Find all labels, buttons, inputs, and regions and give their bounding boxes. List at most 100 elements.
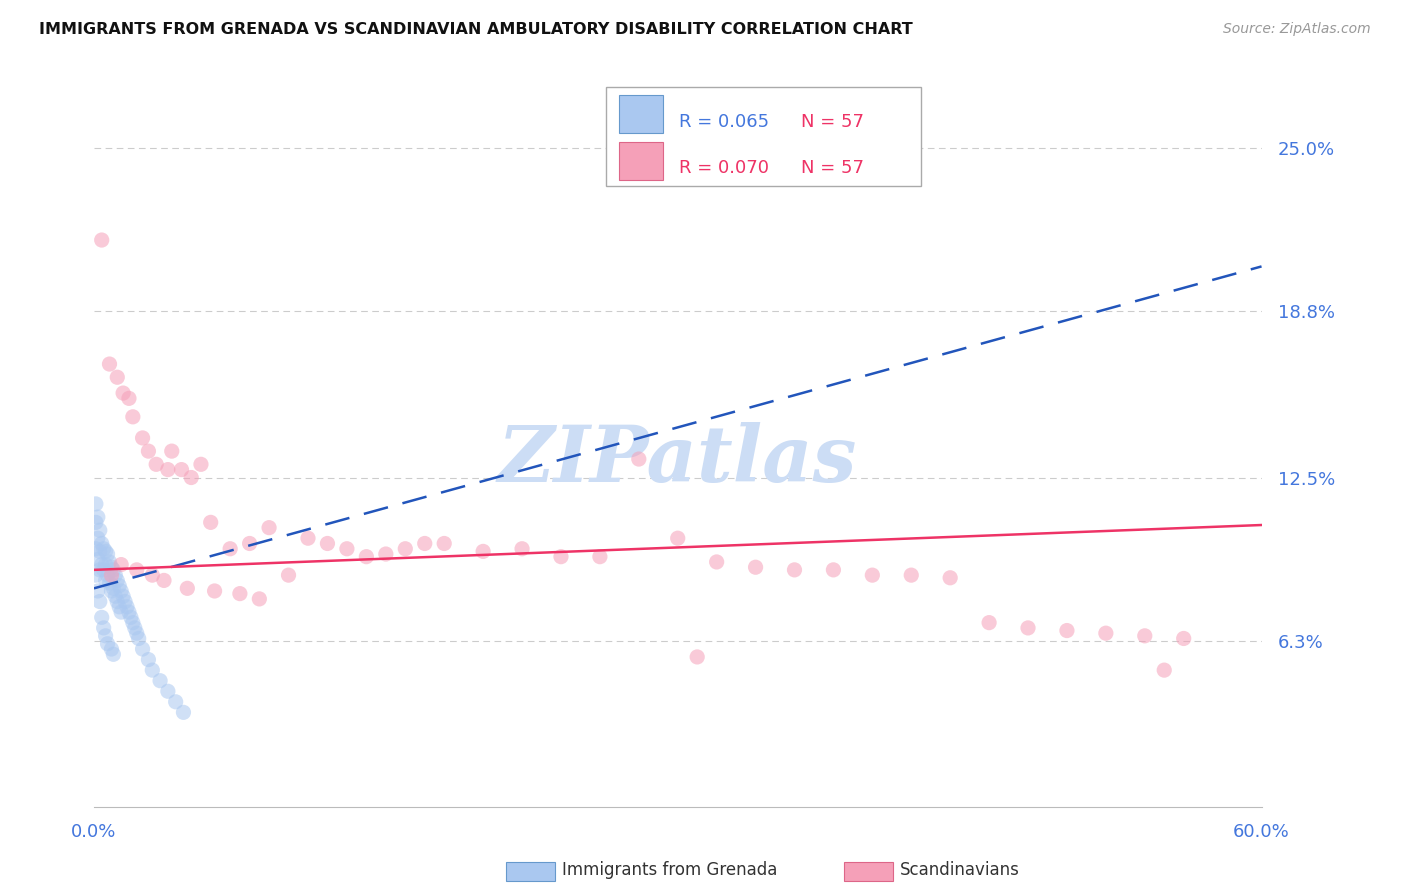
Point: [121, 409, 143, 424]
Point: [374, 547, 396, 561]
Point: [87, 531, 110, 545]
Point: [103, 563, 125, 577]
Point: [1056, 624, 1078, 638]
Point: [131, 431, 153, 445]
Point: [433, 536, 456, 550]
Point: [84, 516, 107, 530]
Point: [394, 541, 416, 556]
Point: [118, 392, 141, 406]
Point: [96, 568, 118, 582]
Point: [239, 536, 262, 550]
Point: [90, 233, 112, 247]
Point: [149, 673, 172, 688]
Point: [118, 605, 141, 619]
Point: [1153, 663, 1175, 677]
Point: [103, 648, 125, 662]
Point: [87, 552, 110, 566]
Point: [247, 591, 270, 606]
Point: [87, 510, 110, 524]
Point: [90, 610, 112, 624]
Point: [103, 582, 125, 596]
Point: [176, 582, 198, 596]
Point: [125, 563, 148, 577]
Point: [100, 560, 122, 574]
Text: Scandinavians: Scandinavians: [900, 861, 1019, 879]
Point: [98, 555, 121, 569]
Point: [277, 568, 299, 582]
Point: [84, 497, 107, 511]
Point: [93, 541, 115, 556]
Point: [141, 568, 163, 582]
Point: [686, 649, 709, 664]
Point: [1017, 621, 1039, 635]
Point: [105, 370, 128, 384]
Point: [124, 621, 146, 635]
Point: [89, 563, 111, 577]
Point: [860, 568, 883, 582]
Point: [100, 642, 122, 657]
Text: R = 0.065: R = 0.065: [679, 112, 769, 130]
Point: [977, 615, 1000, 630]
Point: [110, 558, 132, 572]
Point: [229, 586, 252, 600]
Point: [128, 632, 150, 646]
Point: [550, 549, 572, 564]
Point: [180, 470, 202, 484]
Point: [138, 652, 160, 666]
Point: [104, 568, 127, 582]
Point: [89, 544, 111, 558]
Point: [165, 695, 187, 709]
Point: [121, 615, 143, 630]
Point: [156, 684, 179, 698]
Text: ZIPatlas: ZIPatlas: [498, 422, 858, 499]
Point: [744, 560, 766, 574]
Point: [84, 568, 107, 582]
Point: [783, 563, 806, 577]
Point: [105, 594, 128, 608]
Point: [110, 584, 132, 599]
Point: [145, 458, 167, 472]
Point: [104, 589, 127, 603]
Point: [219, 541, 242, 556]
Point: [472, 544, 495, 558]
Point: [666, 531, 689, 545]
Point: [627, 452, 650, 467]
Point: [356, 549, 378, 564]
Text: R = 0.070: R = 0.070: [679, 160, 769, 178]
Point: [172, 706, 194, 720]
Point: [1133, 629, 1156, 643]
Point: [510, 541, 533, 556]
Text: Source: ZipAtlas.com: Source: ZipAtlas.com: [1223, 22, 1371, 37]
Point: [120, 610, 142, 624]
Text: IMMIGRANTS FROM GRENADA VS SCANDINAVIAN AMBULATORY DISABILITY CORRELATION CHART: IMMIGRANTS FROM GRENADA VS SCANDINAVIAN …: [39, 22, 912, 37]
Point: [94, 558, 117, 572]
Point: [153, 574, 176, 588]
Point: [112, 386, 135, 401]
Point: [112, 589, 135, 603]
Point: [115, 599, 138, 614]
Point: [156, 462, 179, 476]
Point: [87, 584, 110, 599]
Point: [96, 547, 118, 561]
Point: [170, 462, 193, 476]
Point: [89, 523, 111, 537]
Text: N = 57: N = 57: [801, 112, 865, 130]
Point: [100, 568, 122, 582]
Point: [96, 637, 118, 651]
Point: [1173, 632, 1195, 646]
Point: [114, 594, 136, 608]
Point: [94, 629, 117, 643]
Point: [200, 516, 222, 530]
Point: [1095, 626, 1118, 640]
Point: [108, 579, 131, 593]
Point: [93, 563, 115, 577]
Point: [98, 576, 121, 591]
Point: [336, 541, 359, 556]
Text: N = 57: N = 57: [801, 160, 865, 178]
Point: [94, 574, 117, 588]
Point: [93, 621, 115, 635]
Point: [90, 558, 112, 572]
Point: [160, 444, 183, 458]
Point: [706, 555, 728, 569]
Point: [141, 663, 163, 677]
